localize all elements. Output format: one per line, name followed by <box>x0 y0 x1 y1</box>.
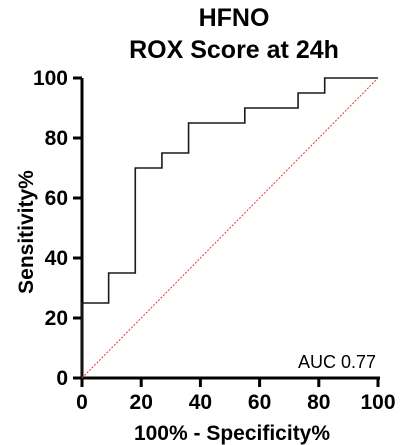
x-tick-label: 20 <box>130 391 153 414</box>
plot-area <box>81 77 379 379</box>
y-tick-label: 80 <box>45 127 68 150</box>
x-tick-label: 40 <box>189 391 212 414</box>
y-tick-label: 0 <box>56 367 68 390</box>
x-tick-label: 80 <box>307 391 330 414</box>
y-tick-label: 20 <box>45 307 68 330</box>
x-tick-label: 100 <box>360 391 395 414</box>
auc-annotation: AUC 0.77 <box>298 352 376 372</box>
chart-title-line-2: ROX Score at 24h <box>129 36 339 64</box>
y-tick-label: 40 <box>45 247 68 270</box>
roc-curve-line <box>81 77 378 378</box>
y-tick-label: 60 <box>45 187 68 210</box>
reference-diagonal-line <box>81 77 379 379</box>
y-tick-label: 100 <box>33 67 68 90</box>
chart-title-line-1: HFNO <box>199 4 270 32</box>
axis-ticks: 0 20 40 60 80 100 0 20 40 60 80 100 <box>33 67 396 414</box>
y-axis-title: Sensitivity% <box>15 170 38 294</box>
x-axis-title: 100% - Specificity% <box>134 422 330 445</box>
x-tick-label: 60 <box>248 391 271 414</box>
x-tick-label: 0 <box>76 391 88 414</box>
